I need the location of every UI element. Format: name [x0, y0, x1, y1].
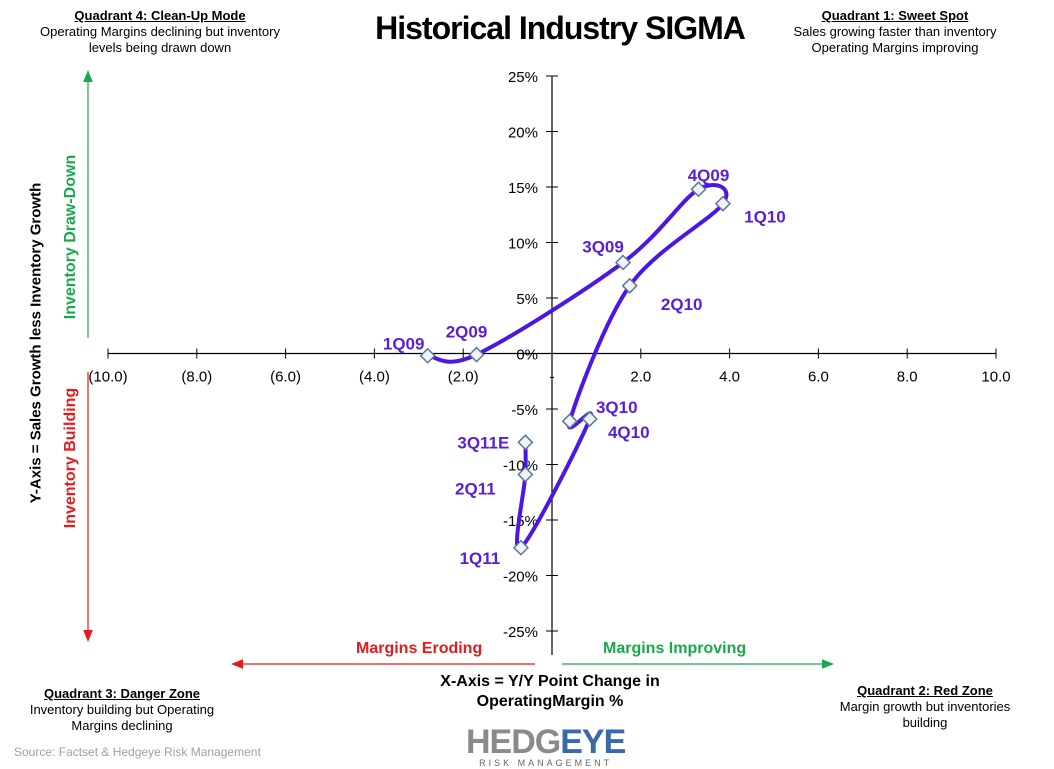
inventory-drawdown-label: Inventory Draw-Down	[62, 154, 79, 320]
quadrant-2-note: Quadrant 2: Red Zone Margin growth but i…	[810, 683, 1040, 731]
x-tick-label: (8.0)	[181, 369, 212, 386]
margins-eroding-label: Margins Eroding	[356, 640, 483, 657]
data-point-label: 4Q09	[688, 166, 730, 185]
quadrant-1-title: Quadrant 1: Sweet Spot	[821, 8, 969, 23]
chart-title: Historical Industry SIGMA	[375, 10, 746, 46]
logo-word-hedg: HEDG	[466, 723, 561, 761]
data-point-label: 2Q10	[661, 295, 703, 314]
y-axis-title: Y-Axis = Sales Growth less Inventory Gro…	[27, 182, 45, 504]
quadrant-4-note: Quadrant 4: Clean-Up Mode Operating Marg…	[10, 8, 310, 56]
x-tick-label: -	[550, 369, 555, 386]
y-tick-label: -10%	[503, 458, 538, 475]
quadrant-2-line2: building	[902, 715, 948, 730]
quadrant-3-title: Quadrant 3: Danger Zone	[43, 686, 201, 701]
data-point-marker	[512, 539, 529, 556]
x-axis-title-line1: X-Axis = Y/Y Point Change in	[440, 673, 660, 690]
quadrant-1-line1: Sales growing faster than inventory	[793, 24, 997, 39]
data-point-marker	[714, 195, 732, 212]
logo-word-eye: EYE	[560, 723, 626, 761]
quadrant-4-title: Quadrant 4: Clean-Up Mode	[74, 8, 246, 23]
y-tick-label: -25%	[503, 624, 538, 641]
quadrant-1-note: Quadrant 1: Sweet Spot Sales growing fas…	[760, 8, 1030, 56]
y-tick-label: 20%	[508, 125, 538, 142]
x-axis-title-line2: OperatingMargin %	[476, 693, 624, 710]
x-tick-label: 10.0	[981, 369, 1010, 386]
quadrant-2-line1: Margin growth but inventories	[839, 699, 1011, 714]
quadrant-4-line1: Operating Margins declining but inventor…	[40, 24, 280, 39]
y-tick-label: -20%	[503, 569, 538, 586]
data-point-marker	[517, 434, 534, 451]
inventory-building-label: Inventory Building	[62, 387, 79, 529]
data-point-label: 3Q10	[596, 398, 638, 417]
data-point-marker	[690, 181, 707, 198]
source-note: Source: Factset & Hedgeye Risk Managemen…	[14, 745, 261, 759]
data-point-marker	[621, 277, 638, 294]
data-point-label: 4Q10	[608, 423, 650, 442]
quadrant-3-note: Quadrant 3: Danger Zone Inventory buildi…	[2, 686, 242, 734]
data-point-label: 3Q11E	[457, 433, 509, 452]
data-point-marker	[517, 466, 534, 483]
data-point-label: 3Q09	[582, 237, 624, 256]
quadrant-1-line2: Operating Margins improving	[811, 40, 979, 55]
data-point-label: 1Q10	[744, 208, 786, 227]
margins-improving-label: Margins Improving	[603, 640, 747, 657]
x-tick-label: 8.0	[897, 369, 918, 386]
quadrant-3-line2: Margins declining	[71, 718, 173, 733]
quadrant-3-line1: Inventory building but Operating	[29, 702, 215, 717]
x-tick-label: (4.0)	[359, 369, 390, 386]
y-tick-label: 0%	[516, 347, 538, 364]
y-tick-label: -5%	[511, 402, 538, 419]
quadrant-4-line2: levels being drawn down	[88, 40, 232, 55]
data-point-label: 1Q11	[460, 549, 501, 568]
x-tick-label: (2.0)	[448, 369, 479, 386]
x-tick-label: 4.0	[719, 369, 740, 386]
y-tick-label: 25%	[508, 69, 538, 86]
data-point-marker	[561, 413, 578, 430]
hedgeye-logo: HEDGEYE RISK MANAGEMENT	[466, 723, 626, 768]
y-tick-label: 5%	[516, 291, 538, 308]
logo-tagline: RISK MANAGEMENT	[479, 758, 613, 768]
x-tick-label: 2.0	[630, 369, 651, 386]
data-point-marker	[614, 254, 632, 271]
x-axis-title: X-Axis = Y/Y Point Change in OperatingMa…	[400, 672, 700, 712]
data-point-label: 2Q09	[446, 323, 488, 342]
data-point-label: 1Q09	[383, 335, 425, 354]
x-tick-label: (10.0)	[88, 369, 127, 386]
y-tick-label: 15%	[508, 180, 538, 197]
y-tick-label: 10%	[508, 236, 538, 253]
quadrant-2-title: Quadrant 2: Red Zone	[857, 683, 993, 698]
x-tick-label: (6.0)	[270, 369, 301, 386]
data-point-marker	[581, 410, 598, 428]
x-tick-label: 6.0	[808, 369, 829, 386]
data-point-label: 2Q11	[455, 479, 496, 498]
data-point-marker	[468, 346, 485, 363]
data-point-marker	[419, 347, 436, 364]
